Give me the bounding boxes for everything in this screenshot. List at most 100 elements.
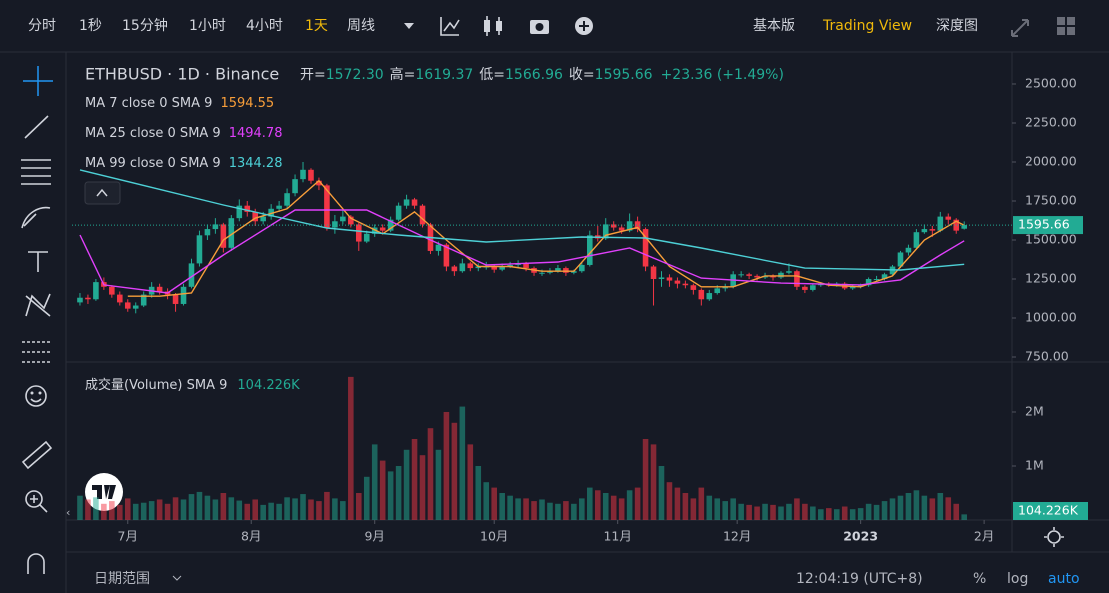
candle-body	[682, 283, 689, 286]
volume-bar	[427, 428, 434, 520]
pattern-tool[interactable]	[25, 293, 51, 317]
x-tick-label: 2023	[843, 529, 878, 544]
clock: 12:04:19 (UTC+8)	[796, 571, 923, 587]
emoji-tool[interactable]	[25, 385, 47, 407]
brush-tool[interactable]	[21, 206, 51, 229]
settings-icon[interactable]	[1044, 527, 1064, 547]
volume-bar	[897, 495, 904, 520]
volume-bar	[204, 495, 211, 520]
volume-bar	[371, 444, 378, 520]
layout-icon[interactable]	[1057, 17, 1075, 35]
volume-bar	[379, 460, 386, 520]
candle-body	[117, 294, 123, 303]
candle-style-icon[interactable]	[484, 16, 502, 36]
volume-bar	[555, 503, 561, 520]
scale-mode[interactable]: log	[1007, 571, 1028, 587]
ma-name: MA 25 close 0 SMA 9	[85, 126, 221, 141]
candle-body	[722, 286, 729, 289]
collapse-button[interactable]	[84, 181, 121, 205]
ma-name: MA 7 close 0 SMA 9	[85, 96, 212, 111]
view-option[interactable]: 基本版	[753, 17, 795, 34]
volume-bar	[889, 498, 896, 520]
volume-bar	[117, 504, 123, 520]
volume-bar	[451, 422, 458, 520]
scroll-left[interactable]: ‹	[66, 506, 70, 519]
volume-bar	[236, 500, 243, 520]
candle-body	[754, 275, 760, 278]
volume-bar	[156, 499, 163, 520]
screenshot-icon[interactable]	[530, 20, 549, 34]
volume-value-label: 104.226K	[1018, 503, 1079, 518]
date-range[interactable]: 日期范围	[94, 570, 150, 587]
volume-bar	[786, 503, 792, 520]
interval[interactable]: 周线	[347, 18, 375, 34]
prediction-tool[interactable]	[22, 341, 52, 363]
volume-bar	[260, 504, 266, 520]
fullscreen-icon[interactable]	[1011, 19, 1029, 37]
scale-mode-active[interactable]: auto	[1048, 571, 1080, 587]
volume-bar	[403, 449, 410, 520]
candle-body	[268, 208, 274, 217]
volume-bar	[929, 498, 936, 520]
candle-body	[881, 274, 888, 280]
dropdown-icon[interactable]	[172, 575, 182, 581]
interval[interactable]: 4小时	[246, 18, 283, 34]
interval[interactable]: 1小时	[189, 18, 226, 34]
volume-bar	[714, 498, 721, 520]
volume-bar	[913, 490, 920, 520]
interval-active[interactable]: 1天	[305, 18, 328, 34]
candle-body	[945, 216, 952, 220]
crosshair-tool[interactable]	[23, 66, 53, 96]
interval-bar: 分时 1秒 15分钟 1小时 4小时 1天 周线 基本版 Trading Vie…	[28, 16, 1075, 37]
ohlc-label: 开=	[300, 67, 326, 83]
interval[interactable]: 分时	[28, 18, 56, 34]
interval[interactable]: 15分钟	[122, 17, 168, 34]
view-option[interactable]: 深度图	[936, 18, 978, 34]
candle-body	[810, 285, 816, 290]
magnet-tool[interactable]	[27, 553, 45, 574]
y-tick-label: 2500.00	[1025, 75, 1077, 90]
candle-body	[539, 272, 545, 274]
volume-bar	[602, 492, 609, 520]
y-tick-label: 1250.00	[1025, 271, 1077, 286]
x-tick-label: 12月	[723, 529, 751, 544]
volume-bar	[754, 506, 760, 520]
text-tool[interactable]	[28, 251, 48, 272]
candle-body	[507, 264, 513, 267]
candle-body	[626, 221, 633, 231]
ohlc-legend: 开=1572.30 高=1619.37 低=1566.96 收=1595.66 +23.…	[300, 66, 784, 83]
candle-body	[618, 227, 625, 231]
ohlc-value: 1572.30	[326, 67, 384, 83]
x-tick-label: 8月	[241, 529, 261, 544]
volume-bar	[921, 495, 928, 520]
volume-bar	[937, 492, 944, 520]
interval[interactable]: 1秒	[79, 18, 102, 34]
volume-bar	[411, 438, 418, 520]
add-icon[interactable]	[575, 17, 593, 35]
candle-body	[674, 280, 681, 284]
trendline-tool[interactable]	[24, 115, 49, 139]
volume-bar	[539, 499, 545, 520]
view-option-active[interactable]: Trading View	[822, 18, 912, 34]
candle-body	[602, 224, 609, 239]
dropdown-icon[interactable]	[404, 23, 414, 29]
candle-body	[379, 227, 386, 231]
volume-bar	[849, 509, 856, 520]
candle-body	[459, 263, 466, 272]
candle-body	[228, 218, 235, 248]
candle-body	[435, 244, 442, 251]
zoom-tool[interactable]	[25, 490, 48, 513]
indicator-icon[interactable]	[440, 17, 460, 36]
candle-body	[109, 286, 115, 295]
volume-bar	[857, 508, 864, 520]
volume-bar	[865, 503, 872, 520]
measure-tool[interactable]	[21, 440, 53, 470]
volume-bar	[650, 444, 657, 520]
volume-bar	[172, 497, 179, 520]
volume-bar	[332, 498, 338, 520]
volume-bar	[276, 503, 282, 520]
scale-mode[interactable]: %	[973, 571, 986, 587]
volume-bar	[140, 502, 147, 520]
fib-tool[interactable]	[21, 159, 51, 185]
volume-bar	[132, 503, 139, 520]
